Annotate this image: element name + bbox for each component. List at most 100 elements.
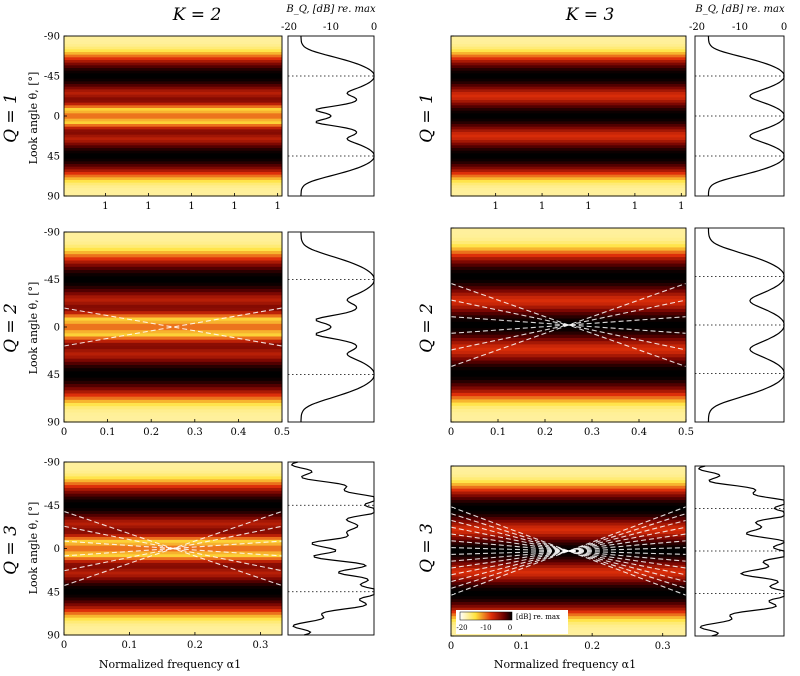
heatmap-band [451,539,686,544]
heatmap-band [451,379,686,384]
heatmap-band [64,352,282,357]
heatmap-band [451,522,686,527]
heatmap-band [64,548,282,552]
heatmap-band [64,308,282,312]
heatmap-band [64,358,282,363]
heatmap-band [451,190,686,194]
heatmap-band [64,330,282,334]
x-tick-label: 0.5 [274,427,290,438]
heatmap-band [451,593,686,597]
heatmap-band [64,134,282,138]
heatmap-band [451,576,686,580]
x-tick-label: 0 [61,427,67,438]
heatmap-band [451,573,686,578]
heatmap-band [451,405,686,410]
heatmap-band [64,583,282,587]
heatmap-band [64,169,282,173]
heatmap-band [64,551,282,555]
heatmap-band [451,279,686,284]
heatmap-band [64,626,282,630]
heatmap-band [64,158,282,162]
heatmap-band [64,594,282,599]
dashed-trajectory [450,506,687,596]
heatmap-band [64,57,282,61]
x-tick-label: 0 [61,640,67,651]
heatmap-band [64,150,282,154]
heatmap-band [451,49,686,53]
heatmap-band [451,140,686,144]
heatmap-k3-q2 [450,228,687,423]
heatmap-band [64,384,282,388]
heatmap-band [451,289,686,294]
panel-k3-q3: 0 0.1 0.2 0.3 [448,465,785,652]
heatmap-band [64,390,282,395]
x-tick-label: 0.3 [655,641,671,652]
heatmap-band [64,156,282,160]
heatmap-band [64,336,282,341]
heatmap-band [64,314,282,319]
heatmap-band [64,393,282,398]
heatmap-band [451,118,686,122]
heatmap-band [451,531,686,535]
heatmap-band [451,386,686,391]
heatmap-band [451,78,686,82]
heatmap-band [64,327,282,331]
heatmap-band [451,273,686,278]
heatmap-band [451,559,686,563]
profile-curve [290,461,375,636]
heatmap-band [64,65,282,69]
heatmap-band [451,237,686,242]
heatmap-band [451,412,686,417]
heatmap-band [64,485,282,489]
heatmap-band [451,519,686,524]
heatmap-band [64,164,282,168]
profile-k2-q2 [287,231,375,423]
heatmap-band [64,126,282,130]
heatmap-band [64,505,282,509]
heatmap-band [451,182,686,186]
heatmap-band [451,599,686,603]
heatmap-band [64,361,282,366]
heatmap-band [451,321,686,326]
heatmap-band [64,371,282,376]
heatmap-band [451,556,686,561]
x-tick-label: 0.3 [252,640,268,651]
heatmap-band [64,78,282,82]
heatmap-band [451,370,686,375]
profile-tick-k3-0: -20 [689,22,705,33]
heatmap-band [64,148,282,152]
heatmap-band [64,568,282,573]
heatmap-band [64,247,282,252]
heatmap-band [64,339,282,344]
heatmap-k2-q1 [64,36,282,197]
heatmap-band [451,148,686,152]
heatmap-band [64,41,282,45]
heatmap-band [451,579,686,583]
heatmap-band [451,502,686,507]
heatmap-band [64,282,282,287]
heatmap-band [451,373,686,378]
heatmap-band [64,355,282,360]
heatmap-band [451,76,686,80]
profile-tick-k2-0: -20 [281,22,297,33]
heatmap-band [64,188,282,192]
heatmap-band [451,570,686,575]
heatmap-band [451,81,686,85]
heatmap-band [64,311,282,315]
heatmap-band [64,298,282,303]
heatmap-band [64,562,282,567]
heatmap-band [64,600,282,604]
heatmap-band [64,100,282,104]
heatmap-band [64,129,282,133]
colorbar-tick-0: -20 [456,624,467,632]
heatmap-band [451,315,686,320]
heatmap-band [451,545,686,549]
heatmap-band [451,286,686,291]
row-label-q1-right: Q = 1 [417,93,437,143]
heatmap-band [64,511,282,515]
heatmap-band [451,312,686,316]
heatmap-band [451,402,686,407]
heatmap-band [64,464,282,469]
heatmap-band [64,94,282,98]
heatmap-band [64,531,282,535]
